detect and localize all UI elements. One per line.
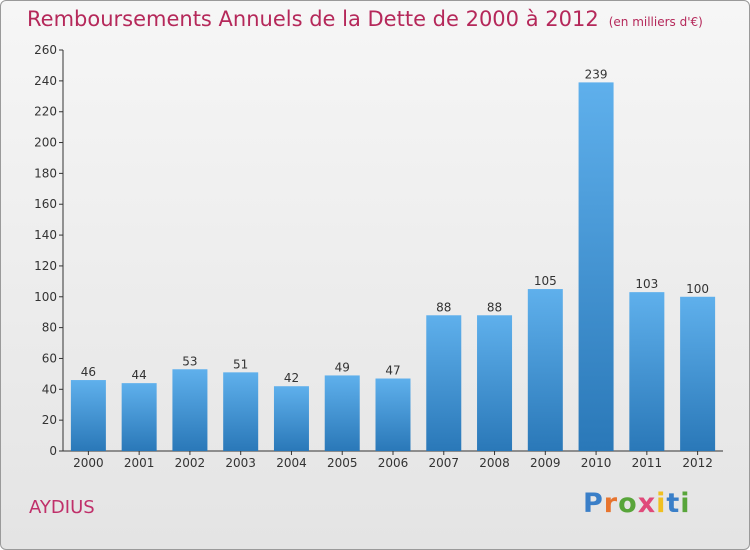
bar-value-label: 103 — [635, 277, 658, 291]
y-tick-label: 180 — [34, 166, 57, 180]
x-tick-label: 2007 — [428, 456, 459, 470]
bar — [527, 289, 563, 451]
chart-title: Remboursements Annuels de la Dette de 20… — [27, 7, 703, 31]
x-tick-label: 2009 — [530, 456, 561, 470]
y-tick-label: 220 — [34, 105, 57, 119]
y-tick-label: 20 — [42, 413, 57, 427]
bar — [477, 315, 513, 451]
bar — [121, 383, 157, 451]
x-tick-label: 2005 — [327, 456, 358, 470]
bar-value-label: 53 — [182, 354, 197, 368]
bar — [426, 315, 462, 451]
bar-value-label: 88 — [436, 300, 451, 314]
bar — [629, 292, 665, 451]
y-tick-label: 200 — [34, 136, 57, 150]
logo-letter: x — [637, 488, 657, 519]
x-tick-label: 2000 — [73, 456, 104, 470]
commune-name: AYDIUS — [29, 497, 95, 518]
bar-value-label: 88 — [487, 300, 502, 314]
proxiti-logo: Proxiti — [583, 488, 691, 519]
y-tick-label: 120 — [34, 259, 57, 273]
bar — [223, 372, 259, 451]
logo-letter: r — [603, 488, 619, 519]
x-tick-label: 2011 — [632, 456, 663, 470]
bar — [680, 296, 716, 451]
x-tick-label: 2001 — [124, 456, 155, 470]
y-tick-label: 160 — [34, 197, 57, 211]
bar-value-label: 239 — [585, 67, 608, 81]
y-tick-label: 80 — [42, 321, 57, 335]
chart-subtitle: (en milliers d'€) — [608, 15, 703, 29]
logo-letter: o — [618, 488, 638, 519]
bar-value-label: 44 — [132, 368, 147, 382]
x-tick-label: 2008 — [479, 456, 510, 470]
bar-value-label: 105 — [534, 274, 557, 288]
bar-value-label: 47 — [385, 364, 400, 378]
bar-value-label: 100 — [686, 282, 709, 296]
bar-value-label: 42 — [284, 371, 299, 385]
bar — [578, 82, 614, 451]
y-tick-label: 40 — [42, 382, 57, 396]
x-tick-label: 2012 — [682, 456, 713, 470]
x-tick-label: 2010 — [581, 456, 612, 470]
bar-value-label: 46 — [81, 365, 96, 379]
y-tick-label: 0 — [49, 444, 57, 458]
bar-value-label: 51 — [233, 357, 248, 371]
bar — [172, 369, 208, 451]
logo-letter: t — [666, 488, 681, 519]
logo-letter: P — [583, 488, 604, 519]
y-tick-label: 140 — [34, 228, 57, 242]
bar — [70, 380, 106, 451]
bar-value-label: 49 — [335, 360, 350, 374]
bar — [273, 386, 309, 451]
logo-letter: i — [680, 488, 691, 519]
logo-letter: i — [656, 488, 667, 519]
y-tick-label: 100 — [34, 290, 57, 304]
y-tick-label: 60 — [42, 351, 57, 365]
y-tick-label: 240 — [34, 74, 57, 88]
x-tick-label: 2002 — [175, 456, 206, 470]
x-tick-label: 2003 — [225, 456, 256, 470]
bar — [324, 375, 360, 451]
chart-title-text: Remboursements Annuels de la Dette de 20… — [27, 7, 599, 31]
bar — [375, 378, 411, 451]
x-tick-label: 2004 — [276, 456, 307, 470]
x-tick-label: 2006 — [378, 456, 409, 470]
y-tick-label: 260 — [34, 43, 57, 57]
